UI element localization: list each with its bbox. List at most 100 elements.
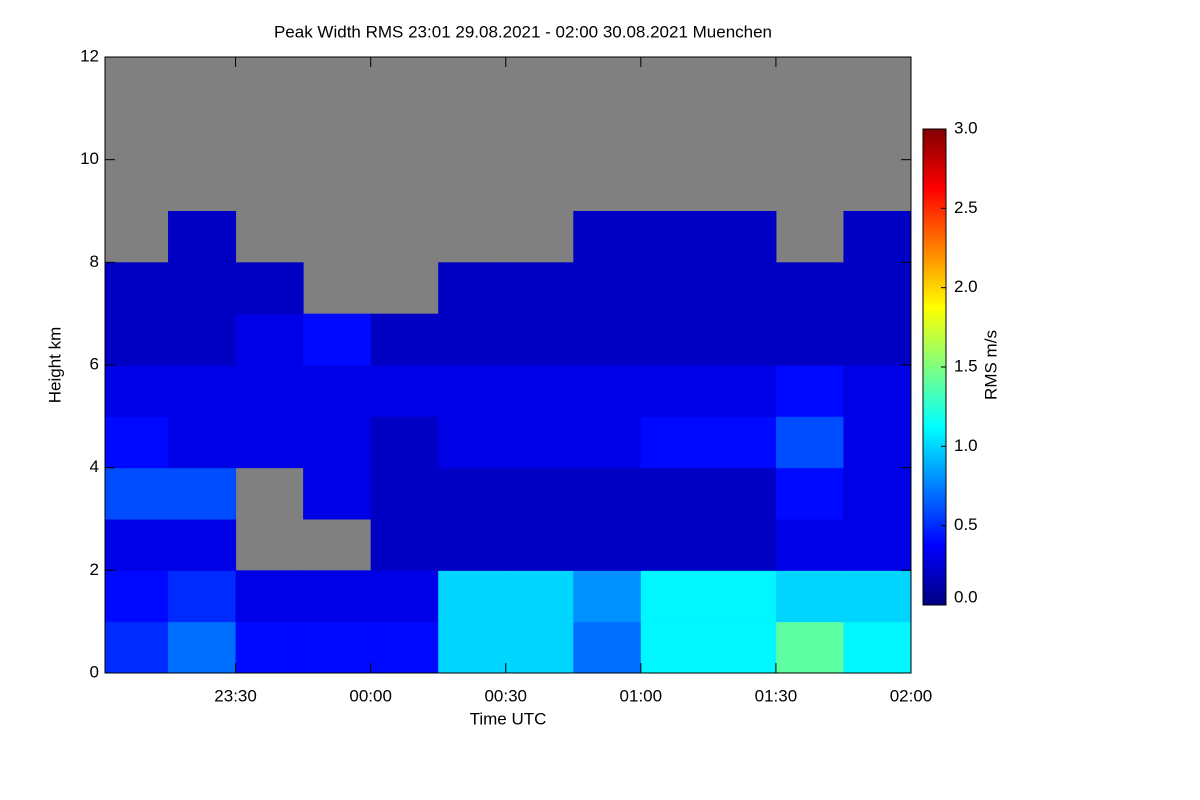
heatmap-cell: [640, 467, 709, 520]
x-tick-label: 01:00: [620, 686, 663, 705]
heatmap-cell: [438, 416, 507, 469]
heatmap-cell: [168, 416, 237, 469]
heatmap-cell: [708, 621, 777, 674]
heatmap-cell: [168, 621, 237, 674]
heatmap-cell: [708, 416, 777, 469]
heatmap-cell: [370, 519, 439, 571]
heatmap-cell: [303, 313, 372, 366]
heatmap-cell: [168, 365, 237, 417]
heatmap-cell: [303, 416, 372, 469]
x-tick-label: 00:30: [484, 686, 527, 705]
heatmap-cell: [640, 621, 709, 674]
heatmap-cell: [505, 467, 574, 520]
x-tick-label: 00:00: [349, 686, 392, 705]
heatmap-cell: [505, 621, 574, 674]
heatmap-cell: [843, 211, 912, 263]
heatmap-cell: [573, 416, 642, 469]
heatmap-cell: [438, 365, 507, 417]
heatmap-cell: [775, 416, 844, 469]
heatmap-cell: [708, 467, 777, 520]
heatmap-cell: [708, 519, 777, 571]
heatmap-cell: [640, 570, 709, 623]
heatmap-cell: [235, 621, 304, 674]
heatmap-cell: [168, 262, 237, 315]
colorbar-label: RMS m/s: [981, 330, 1000, 400]
x-tick-label: 01:30: [755, 686, 798, 705]
colorbar-tick-label: 3.0: [954, 118, 978, 137]
heatmap-cell: [573, 262, 642, 315]
heatmap-cell: [505, 262, 574, 315]
heatmap-cell: [708, 570, 777, 623]
heatmap-cell: [843, 570, 912, 623]
heatmap-cell: [105, 570, 169, 623]
heatmap-cell: [843, 262, 912, 315]
colorbar-tick-label: 0.0: [954, 587, 978, 606]
heatmap-cell: [640, 211, 709, 263]
y-tick-label: 12: [80, 46, 99, 65]
heatmap-cell: [573, 519, 642, 571]
heatmap-cell: [168, 467, 237, 520]
heatmap-cell: [168, 313, 237, 366]
heatmap-cell: [168, 519, 237, 571]
heatmap-cell: [303, 365, 372, 417]
heatmap-cell: [370, 416, 439, 469]
heatmap-cell: [235, 570, 304, 623]
y-tick-label: 10: [80, 149, 99, 168]
heatmap-cell: [775, 570, 844, 623]
y-tick-label: 2: [90, 560, 99, 579]
heatmap-cell: [168, 570, 237, 623]
heatmap-cell: [438, 621, 507, 674]
colorbar-tick-label: 2.0: [954, 277, 978, 296]
heatmap-cell: [235, 313, 304, 366]
x-tick-label: 02:00: [890, 686, 933, 705]
heatmap-cell: [573, 313, 642, 366]
heatmap-cell: [235, 416, 304, 469]
heatmap-cell: [843, 621, 912, 674]
heatmap-cell: [235, 365, 304, 417]
heatmap-cell: [438, 570, 507, 623]
heatmap-cell: [708, 365, 777, 417]
heatmap-cell: [708, 262, 777, 315]
heatmap-cell: [775, 519, 844, 571]
colorbar-tick-label: 0.5: [954, 515, 978, 534]
heatmap-cell: [370, 570, 439, 623]
heatmap-cell: [438, 519, 507, 571]
y-tick-label: 4: [90, 457, 99, 476]
heatmap-cell: [505, 519, 574, 571]
y-tick-label: 8: [90, 252, 99, 271]
heatmap-cell: [640, 519, 709, 571]
x-tick-label: 23:30: [214, 686, 257, 705]
heatmap-cell: [843, 313, 912, 366]
heatmap-cell: [775, 262, 844, 315]
heatmap-cell: [235, 262, 304, 315]
heatmap-cell: [843, 519, 912, 571]
heatmap-cell: [105, 262, 169, 315]
heatmap-cell: [303, 467, 372, 520]
heatmap-cell: [303, 570, 372, 623]
heatmap-cell: [105, 416, 169, 469]
x-axis-label: Time UTC: [470, 709, 547, 728]
heatmap-cell: [303, 621, 372, 674]
heatmap-cell: [843, 365, 912, 417]
heatmap-cell: [640, 313, 709, 366]
heatmap-cell: [438, 313, 507, 366]
heatmap-cell: [573, 211, 642, 263]
heatmap-cell: [105, 365, 169, 417]
heatmap-cell: [505, 313, 574, 366]
y-tick-label: 0: [90, 662, 99, 681]
heatmap-cell: [370, 313, 439, 366]
heatmap-cell: [438, 262, 507, 315]
heatmap-cell: [505, 570, 574, 623]
heatmap-cell: [573, 365, 642, 417]
heatmap-cell: [843, 467, 912, 520]
heatmap-cell: [775, 467, 844, 520]
heatmap-cell: [775, 313, 844, 366]
heatmap-cell: [640, 416, 709, 469]
heatmap-cell: [370, 621, 439, 674]
heatmap-cell: [438, 467, 507, 520]
y-axis-label: Height km: [45, 327, 64, 404]
heatmap-cell: [105, 519, 169, 571]
heatmap-cell: [105, 621, 169, 674]
heatmap-cell: [105, 467, 169, 520]
